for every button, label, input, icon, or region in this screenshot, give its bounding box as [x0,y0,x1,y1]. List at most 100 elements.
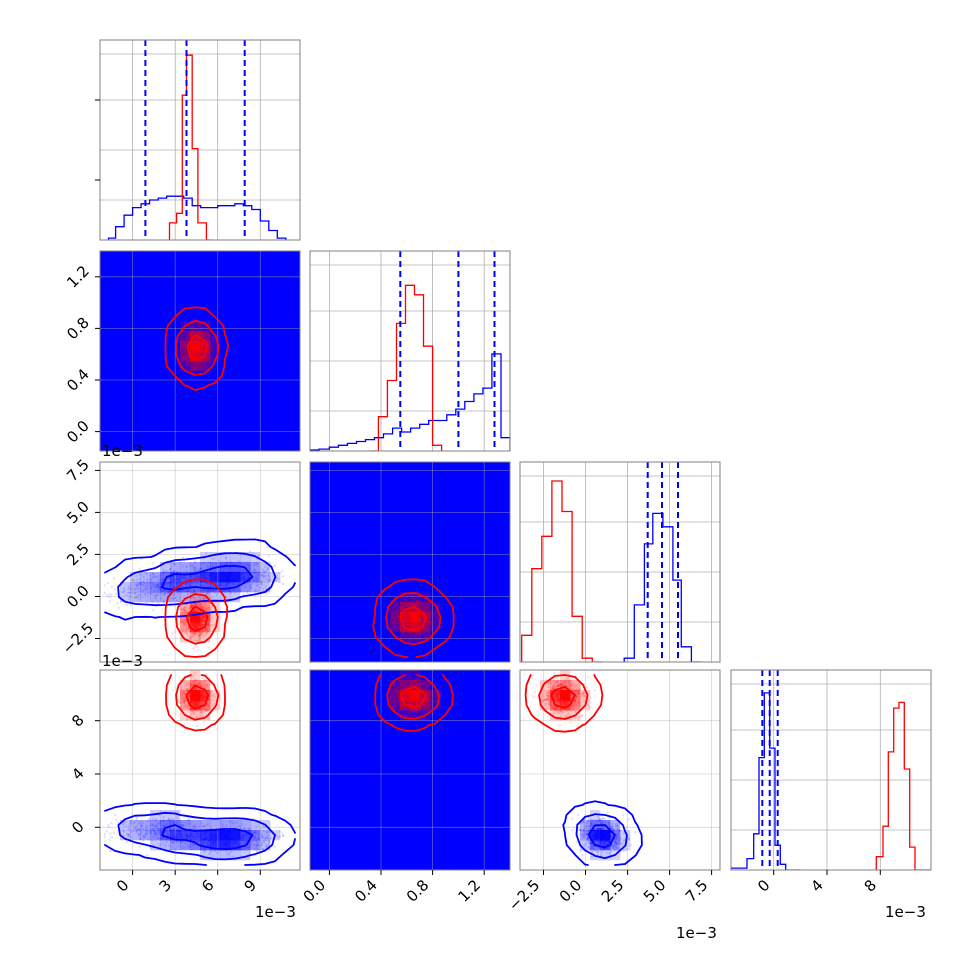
sample-point [888,574,890,576]
density-cell [390,830,401,841]
sample-point [195,322,199,326]
sample-point [198,634,201,638]
sample-point [205,607,208,611]
sample-point [832,571,834,573]
density-cell [490,542,501,553]
density-cell [490,522,501,533]
sample-point [200,347,204,350]
sample-point [856,581,858,583]
density-cell [240,411,251,422]
density-cell [380,700,391,711]
sample-point [842,585,844,587]
sample-point [194,339,197,342]
sample-point [150,592,153,595]
density-cell [370,542,381,553]
density-cell [190,431,201,442]
sample-point [199,632,202,636]
sample-point [227,571,230,574]
sample-point [129,603,132,607]
density-cell [220,582,231,593]
density-cell [310,830,321,841]
sample-point [202,342,205,346]
sample-point [198,633,202,637]
sample-point [187,335,191,339]
sample-point [865,590,867,592]
sample-point [200,617,203,621]
density-cell [220,311,231,322]
density-cell [410,720,421,731]
sample-point [198,619,201,622]
sample-point [964,592,966,594]
sample-point [849,576,851,578]
density-cell [260,391,271,402]
sample-point [168,577,171,580]
sample-point [194,351,198,354]
density-cell [100,261,111,272]
sample-point [189,331,192,335]
density-cell [100,321,111,332]
sample-point [208,572,211,575]
sample-point [234,591,237,594]
sample-point [159,587,162,591]
sample-point [862,588,864,590]
density-cell [400,860,411,870]
sample-point [133,592,137,595]
density-cell [280,381,291,392]
sample-point [225,581,228,584]
sample-point [186,340,189,343]
sample-point [856,574,858,576]
sample-point [839,574,841,576]
sample-point [200,633,204,636]
density-cell [380,632,391,643]
density-cell [390,502,401,513]
sample-point [861,580,863,582]
sample-point [201,345,205,348]
sample-point [192,617,195,621]
density-cell [160,810,171,821]
sample-point [211,572,215,575]
sample-point [198,575,201,578]
sample-point [841,568,843,570]
density-cell [350,632,361,643]
sample-point [227,578,231,581]
sample-point [197,633,200,636]
density-cell [420,730,431,741]
sample-point [255,585,258,588]
density-cell [320,652,331,662]
sample-point [202,361,206,364]
sample-point [204,576,207,579]
sample-point [192,352,196,355]
sample-point [191,623,194,627]
sample-point [830,587,832,589]
density-cell [390,750,401,761]
sample-point [215,360,218,364]
density-cell [120,281,131,292]
density-cell [370,720,381,731]
density-cell [150,441,161,451]
sample-point [200,614,204,617]
sample-point [837,583,839,585]
sample-point [844,583,846,585]
density-cell [440,810,451,821]
density-cell [370,820,381,831]
sample-point [232,583,235,586]
sample-point [199,602,202,606]
density-cell [210,341,221,352]
sample-point [205,628,209,631]
sample-point [859,562,861,564]
sample-point [197,339,200,342]
sample-point [156,583,159,587]
sample-point [911,580,913,582]
sample-point [231,583,234,586]
sample-point [199,618,203,621]
sample-point [127,591,130,594]
sample-point [190,348,193,351]
density-cell [500,780,510,791]
density-cell [100,441,111,451]
sample-point [872,577,874,579]
sample-point [281,570,284,573]
sample-point [208,574,212,577]
sample-point [856,577,858,579]
sample-point [195,342,198,346]
density-cell [140,421,151,432]
